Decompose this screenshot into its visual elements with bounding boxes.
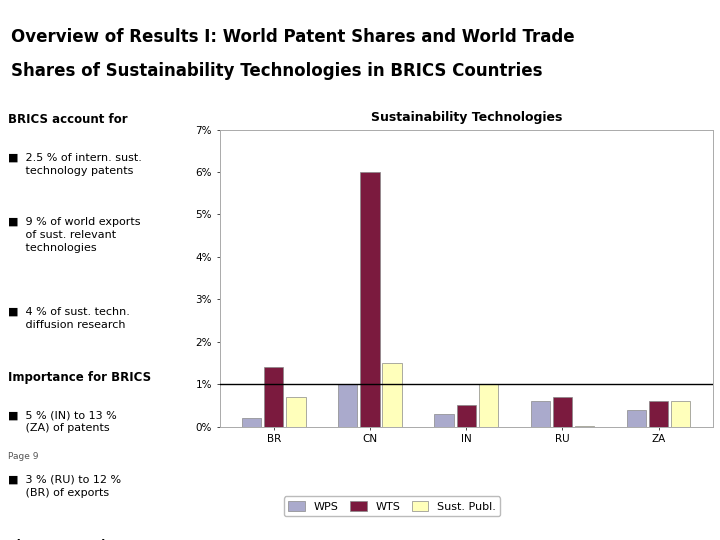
Bar: [242, 418, 261, 427]
Text: BRICS account for: BRICS account for: [9, 113, 128, 126]
Text: ■  5 % (IN) to 13 %
     (ZA) of patents: ■ 5 % (IN) to 13 % (ZA) of patents: [9, 410, 117, 433]
Bar: [553, 397, 572, 427]
Bar: [456, 406, 476, 427]
Text: ■  9 % of world exports
     of sust. relevant
     technologies: ■ 9 % of world exports of sust. relevant…: [9, 217, 141, 253]
Bar: [479, 384, 498, 427]
Bar: [434, 414, 454, 427]
Bar: [264, 367, 284, 427]
Text: Overview of Results I: World Patent Shares and World Trade: Overview of Results I: World Patent Shar…: [11, 28, 575, 46]
Bar: [361, 172, 379, 427]
Text: ■  4 % of sust. techn.
     diffusion research: ■ 4 % of sust. techn. diffusion research: [9, 307, 130, 330]
Bar: [338, 384, 357, 427]
Title: Sustainability Technologies: Sustainability Technologies: [371, 111, 562, 124]
Bar: [671, 401, 690, 427]
Text: Page 9: Page 9: [9, 452, 39, 461]
Text: Importance for BRICS: Importance for BRICS: [9, 371, 152, 384]
Bar: [287, 397, 305, 427]
Text: ■  2.5 % of intern. sust.
     technology patents: ■ 2.5 % of intern. sust. technology pate…: [9, 152, 143, 176]
Bar: [531, 401, 550, 427]
Text: Shares of Sustainability Technologies in BRICS Countries: Shares of Sustainability Technologies in…: [11, 62, 542, 80]
Bar: [382, 363, 402, 427]
Legend: WPS, WTS, Sust. Publ.: WPS, WTS, Sust. Publ.: [284, 496, 500, 516]
Bar: [649, 401, 668, 427]
Text: ■  3 % (RU) to 12 %
     (BR) of exports: ■ 3 % (RU) to 12 % (BR) of exports: [9, 475, 122, 498]
Text: Change over time: Change over time: [9, 539, 126, 540]
Bar: [627, 410, 646, 427]
